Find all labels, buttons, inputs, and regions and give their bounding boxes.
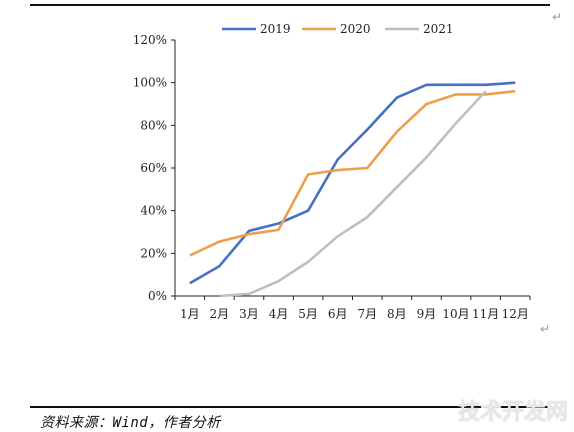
- return-arrow-icon: ↵: [540, 322, 551, 336]
- series-line-2020: [189, 89, 516, 257]
- legend-label-2019: 2019: [260, 22, 291, 36]
- line-chart: 0% 20% 40% 60% 80% 100% 120% 1月 2月 3月 4月 5月 6月 7月 8月 9月…: [133, 22, 531, 321]
- series-line-2021: [219, 90, 487, 298]
- return-arrow-icon: ↵: [552, 10, 563, 24]
- y-tick-label: 100%: [133, 76, 167, 90]
- legend-label-2021: 2021: [423, 22, 454, 36]
- x-tick-label: 7月: [357, 307, 377, 321]
- top-rule: [30, 4, 550, 6]
- legend-label-2020: 2020: [340, 22, 371, 36]
- series-line-2019: [189, 81, 516, 285]
- x-tick-label: 4月: [269, 307, 289, 321]
- y-tick-label: 80%: [140, 118, 167, 132]
- x-tick-label: 8月: [387, 307, 407, 321]
- y-tick-label: 40%: [140, 204, 167, 218]
- source-note: 资料来源：Wind，作者分析: [40, 415, 221, 431]
- y-tick-label: 60%: [140, 161, 167, 175]
- x-tick-label: 10月: [442, 307, 469, 321]
- y-tick-label: 20%: [140, 246, 167, 260]
- x-tick-label: 3月: [239, 307, 259, 321]
- y-tick-label: 0%: [148, 289, 167, 303]
- x-tick-label: 2月: [210, 307, 230, 321]
- x-tick-label: 12月: [502, 307, 529, 321]
- x-tick-label: 9月: [417, 307, 437, 321]
- watermark-logo: 技术开发网: [457, 400, 568, 425]
- x-tick-label: 5月: [298, 307, 318, 321]
- x-tick-label: 1月: [180, 307, 200, 321]
- x-tick-label: 11月: [472, 307, 499, 321]
- y-tick-label: 120%: [133, 33, 167, 47]
- bottom-rule: [30, 406, 550, 408]
- x-tick-label: 6月: [328, 307, 348, 321]
